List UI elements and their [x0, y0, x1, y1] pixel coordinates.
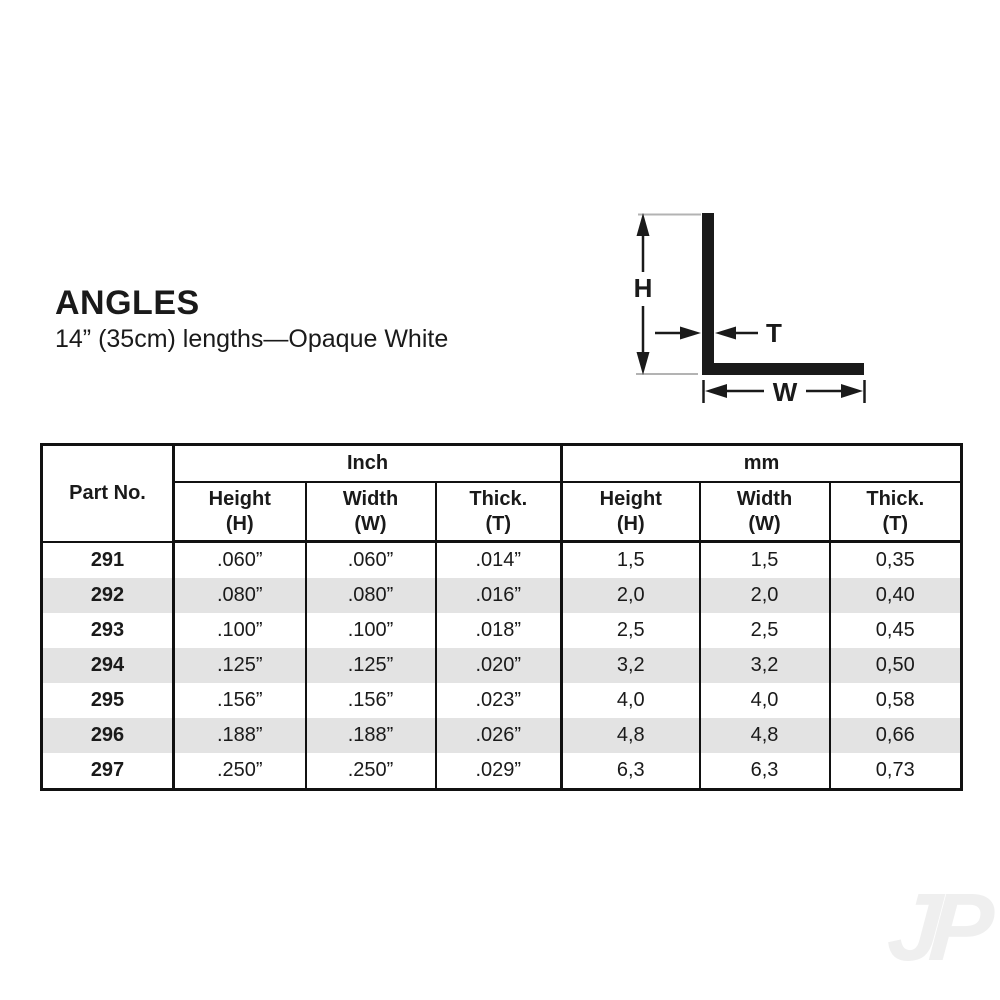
- column-header-inch-height: Height (H): [172, 482, 307, 543]
- inch-thick-cell: .020”: [434, 648, 564, 683]
- w-dimension-label: W: [773, 377, 798, 407]
- inch-thick-cell: .029”: [434, 753, 564, 790]
- table-row: 292 .080” .080” .016” 2,0 2,0 0,40: [40, 578, 963, 613]
- inch-width-cell: .060”: [304, 541, 437, 578]
- inch-thick-cell: .023”: [434, 683, 564, 718]
- inch-width-cell: .080”: [304, 578, 437, 613]
- mm-thick-cell: 0,73: [828, 753, 963, 790]
- part-number-cell: 296: [40, 718, 175, 753]
- part-number-cell: 292: [40, 578, 175, 613]
- mm-width-cell: 2,0: [698, 578, 831, 613]
- w-right-arrowhead: [841, 384, 863, 398]
- inch-thick-cell: .016”: [434, 578, 564, 613]
- table-row: 297 .250” .250” .029” 6,3 6,3 0,73: [40, 753, 963, 790]
- page-subtitle: 14” (35cm) lengths—Opaque White: [55, 324, 449, 353]
- table-row: 296 .188” .188” .026” 4,8 4,8 0,66: [40, 718, 963, 753]
- inch-height-cell: .125”: [172, 648, 307, 683]
- column-header-mm-height: Height (H): [560, 482, 701, 543]
- mm-height-cell: 3,2: [560, 648, 701, 683]
- mm-height-cell: 2,5: [560, 613, 701, 648]
- mm-height-cell: 1,5: [560, 541, 701, 578]
- inch-height-cell: .100”: [172, 613, 307, 648]
- w-left-arrowhead: [705, 384, 727, 398]
- column-group-inch: Inch: [172, 444, 564, 483]
- mm-width-cell: 6,3: [698, 753, 831, 790]
- mm-width-cell: 3,2: [698, 648, 831, 683]
- mm-height-cell: 4,8: [560, 718, 701, 753]
- table-row: 291 .060” .060” .014” 1,5 1,5 0,35: [40, 541, 963, 578]
- mm-thick-cell: 0,50: [828, 648, 963, 683]
- inch-height-cell: .188”: [172, 718, 307, 753]
- part-number-cell: 293: [40, 613, 175, 648]
- part-number-cell: 294: [40, 648, 175, 683]
- inch-height-cell: .250”: [172, 753, 307, 790]
- mm-thick-cell: 0,40: [828, 578, 963, 613]
- h-dimension-label: H: [634, 273, 653, 303]
- table-row: 295 .156” .156” .023” 4,0 4,0 0,58: [40, 683, 963, 718]
- mm-width-cell: 1,5: [698, 541, 831, 578]
- part-number-cell: 295: [40, 683, 175, 718]
- mm-height-cell: 2,0: [560, 578, 701, 613]
- part-number-cell: 291: [40, 541, 175, 578]
- angle-horizontal-leg: [702, 363, 864, 375]
- mm-thick-cell: 0,58: [828, 683, 963, 718]
- inch-height-cell: .080”: [172, 578, 307, 613]
- h-down-arrowhead: [636, 352, 650, 375]
- inch-width-cell: .125”: [304, 648, 437, 683]
- table-sub-header-row: Height (H) Width (W) Thick. (T) Height (H) W…: [42, 482, 963, 543]
- h-up-arrowhead: [636, 213, 650, 236]
- mm-height-cell: 4,0: [560, 683, 701, 718]
- column-group-mm: mm: [560, 444, 963, 483]
- inch-width-cell: .188”: [304, 718, 437, 753]
- column-header-mm-width: Width (W): [698, 482, 831, 543]
- table-group-header-row: Part No. Inch mm: [40, 444, 963, 543]
- heading-block: ANGLES 14” (35cm) lengths—Opaque White: [55, 284, 449, 353]
- inch-thick-cell: .026”: [434, 718, 564, 753]
- t-dimension-label: T: [766, 318, 782, 348]
- inch-thick-cell: .014”: [434, 541, 564, 578]
- column-header-mm-thick: Thick. (T): [828, 482, 963, 543]
- mm-thick-cell: 0,35: [828, 541, 963, 578]
- inch-width-cell: .250”: [304, 753, 437, 790]
- inch-thick-cell: .018”: [434, 613, 564, 648]
- jp-logo-watermark: JP: [884, 874, 986, 981]
- t-left-arrowhead: [680, 326, 701, 340]
- angle-vertical-leg: [702, 213, 714, 375]
- inch-width-cell: .156”: [304, 683, 437, 718]
- table-row: 293 .100” .100” .018” 2,5 2,5 0,45: [40, 613, 963, 648]
- mm-thick-cell: 0,45: [828, 613, 963, 648]
- column-header-part-no: Part No.: [40, 444, 175, 543]
- inch-height-cell: .156”: [172, 683, 307, 718]
- inch-width-cell: .100”: [304, 613, 437, 648]
- mm-width-cell: 4,8: [698, 718, 831, 753]
- page-title: ANGLES: [55, 284, 200, 322]
- table-row: 294 .125” .125” .020” 3,2 3,2 0,50: [40, 648, 963, 683]
- column-header-inch-width: Width (W): [304, 482, 437, 543]
- mm-height-cell: 6,3: [560, 753, 701, 790]
- angle-dimension-diagram: H T W: [580, 180, 1000, 420]
- spec-table: Part No. Inch mm Height (H) Width (W) Thic…: [40, 443, 964, 791]
- mm-thick-cell: 0,66: [828, 718, 963, 753]
- angle-diagram-svg: H T W: [634, 213, 866, 407]
- t-right-arrowhead: [715, 326, 736, 340]
- column-header-inch-thick: Thick. (T): [434, 482, 564, 543]
- mm-width-cell: 4,0: [698, 683, 831, 718]
- part-number-cell: 297: [40, 753, 175, 790]
- mm-width-cell: 2,5: [698, 613, 831, 648]
- inch-height-cell: .060”: [172, 541, 307, 578]
